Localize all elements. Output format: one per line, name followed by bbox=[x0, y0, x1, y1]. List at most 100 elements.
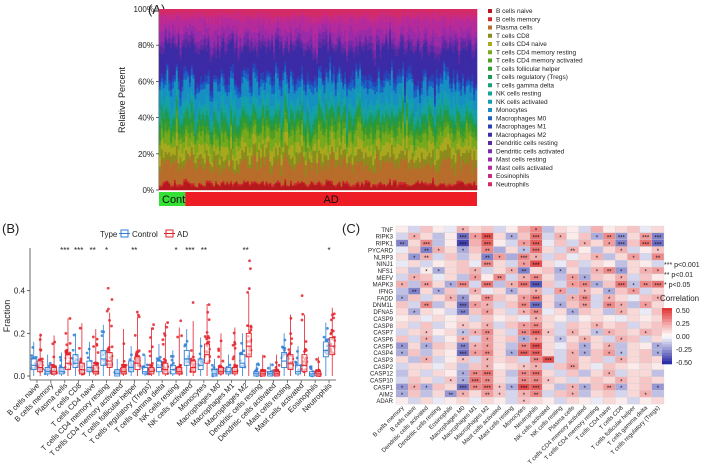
heatmap-cell bbox=[432, 225, 445, 233]
bar-segment bbox=[209, 23, 212, 39]
bar-segment bbox=[471, 100, 474, 110]
bar-segment bbox=[183, 107, 186, 114]
bar-segment bbox=[202, 114, 205, 120]
bar-segment bbox=[475, 135, 478, 141]
y-tick-label: 0.2 bbox=[14, 329, 26, 338]
bar-segment bbox=[164, 9, 167, 12]
bar-segment bbox=[286, 31, 289, 37]
bar-segment bbox=[323, 126, 326, 133]
bar-segment bbox=[362, 140, 366, 149]
bar-segment bbox=[218, 17, 222, 25]
bar-segment bbox=[338, 157, 341, 182]
sample-bar bbox=[411, 9, 414, 191]
bar-segment bbox=[458, 83, 461, 91]
bar-segment bbox=[304, 42, 308, 50]
bar-segment bbox=[379, 123, 382, 131]
bar-segment bbox=[297, 126, 300, 142]
bar-segment bbox=[160, 90, 164, 97]
box bbox=[162, 362, 169, 375]
bar-segment bbox=[359, 184, 362, 188]
bar-segment bbox=[353, 106, 356, 111]
bar-segment bbox=[340, 142, 343, 150]
bar-segment bbox=[170, 37, 173, 43]
bar-segment bbox=[415, 46, 418, 51]
bar-segment bbox=[404, 88, 407, 96]
bar-segment bbox=[327, 72, 330, 79]
bar-segment bbox=[198, 125, 201, 133]
bar-segment bbox=[246, 80, 250, 98]
bar-segment bbox=[364, 75, 367, 80]
bar-segment bbox=[329, 24, 332, 32]
bar-segment bbox=[447, 66, 450, 72]
bar-segment bbox=[235, 26, 238, 35]
data-point bbox=[271, 363, 274, 367]
bar-segment bbox=[250, 85, 253, 93]
data-point bbox=[148, 349, 152, 353]
bar-segment bbox=[463, 15, 467, 22]
bar-segment bbox=[357, 75, 360, 79]
bar-segment bbox=[299, 161, 302, 183]
bar-segment bbox=[269, 44, 272, 51]
bar-segment bbox=[187, 20, 190, 29]
bar-segment bbox=[381, 145, 384, 157]
bar-segment bbox=[390, 70, 394, 94]
bar-segment bbox=[318, 103, 321, 111]
bar-segment bbox=[364, 128, 367, 135]
bar-segment bbox=[316, 22, 319, 39]
bar-segment bbox=[175, 184, 179, 188]
data-point bbox=[122, 359, 126, 363]
bar-segment bbox=[447, 144, 450, 158]
sample-bar bbox=[224, 9, 227, 191]
sample-bar bbox=[276, 9, 280, 191]
bar-segment bbox=[321, 23, 324, 33]
bar-segment bbox=[278, 127, 281, 143]
bar-segment bbox=[346, 41, 349, 52]
bar-segment bbox=[394, 179, 397, 182]
cell-significance: *** bbox=[642, 235, 650, 241]
bar-segment bbox=[439, 91, 442, 99]
bar-segment bbox=[299, 46, 302, 79]
bar-segment bbox=[260, 122, 263, 132]
bar-segment bbox=[181, 129, 184, 137]
bar-segment bbox=[203, 47, 207, 75]
bar-segment bbox=[198, 132, 201, 144]
bar-segment bbox=[448, 139, 452, 148]
bar-segment bbox=[407, 43, 410, 67]
bar-segment bbox=[207, 75, 210, 84]
bar-segment bbox=[450, 9, 453, 15]
bar-segment bbox=[284, 96, 287, 105]
bar-segment bbox=[323, 85, 326, 94]
legend-swatch bbox=[488, 99, 492, 104]
bar-segment bbox=[465, 183, 468, 187]
bar-segment bbox=[387, 127, 390, 135]
bar-segment bbox=[368, 108, 371, 114]
bar-segment bbox=[432, 105, 435, 115]
bar-segment bbox=[452, 120, 455, 129]
bar-segment bbox=[181, 33, 184, 41]
sample-bar bbox=[162, 9, 165, 191]
bar-segment bbox=[224, 104, 227, 110]
bar-segment bbox=[304, 120, 308, 124]
bar-segment bbox=[222, 133, 225, 143]
bar-segment bbox=[228, 185, 231, 191]
bar-segment bbox=[170, 13, 173, 21]
bar-segment bbox=[280, 126, 283, 129]
bar-segment bbox=[383, 9, 386, 17]
bar-segment bbox=[445, 39, 448, 43]
bar-segment bbox=[175, 88, 179, 96]
bar-segment bbox=[432, 149, 435, 164]
bar-segment bbox=[396, 116, 399, 122]
bar-segment bbox=[160, 41, 164, 47]
box bbox=[155, 360, 162, 373]
bar-segment bbox=[220, 9, 223, 13]
bar-segment bbox=[252, 144, 255, 158]
bar-segment bbox=[377, 36, 381, 40]
bar-segment bbox=[316, 163, 319, 175]
bar-segment bbox=[211, 166, 214, 174]
bar-segment bbox=[405, 116, 409, 121]
bar-segment bbox=[261, 117, 265, 126]
bar-segment bbox=[304, 49, 308, 52]
bar-segment bbox=[235, 117, 238, 125]
bar-segment bbox=[235, 138, 238, 147]
bar-segment bbox=[390, 129, 394, 138]
